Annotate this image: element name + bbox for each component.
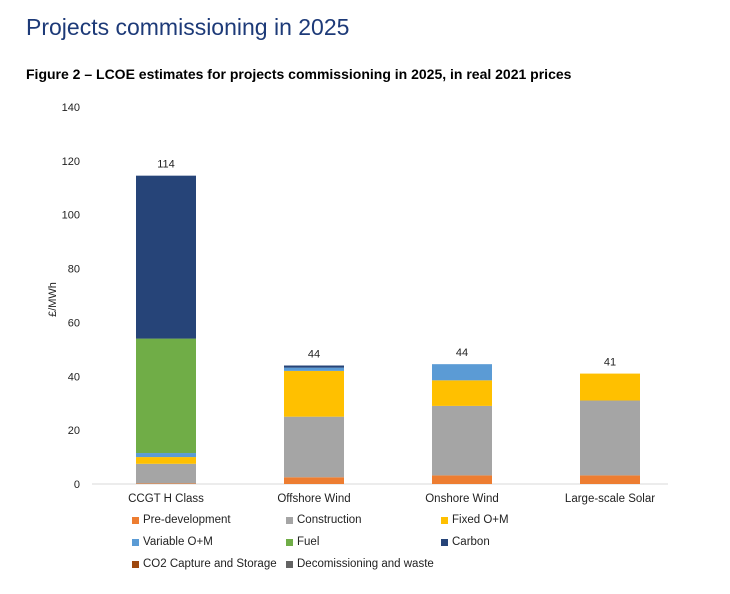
bar-segment bbox=[284, 370, 344, 417]
bar-segment bbox=[432, 364, 492, 381]
bar-segment bbox=[136, 483, 196, 484]
bar-segments bbox=[136, 175, 640, 484]
bar-total-label: 114 bbox=[157, 159, 175, 171]
x-tick-label: CCGT H Class bbox=[128, 493, 204, 505]
bar-segment bbox=[284, 367, 344, 371]
page-heading: Projects commissioning in 2025 bbox=[26, 14, 350, 40]
y-axis-label: £/MWh bbox=[47, 282, 59, 317]
bar-total-label: 44 bbox=[308, 349, 320, 361]
legend-swatch bbox=[286, 560, 293, 568]
legend-item: Fixed O+M bbox=[441, 514, 509, 526]
y-tick-label: 40 bbox=[68, 371, 80, 383]
bar-segment bbox=[136, 175, 196, 339]
legend-label: CO2 Capture and Storage bbox=[143, 558, 277, 570]
legend-swatch bbox=[286, 538, 293, 546]
legend-label: Fuel bbox=[297, 536, 320, 548]
legend-label: Variable O+M bbox=[143, 536, 213, 548]
legend-item: Construction bbox=[286, 514, 362, 526]
legend-item: Pre-development bbox=[132, 514, 231, 526]
bar-segment bbox=[580, 475, 640, 484]
bar-segment bbox=[580, 373, 640, 401]
y-tick-label: 20 bbox=[68, 425, 80, 437]
legend-label: Carbon bbox=[452, 536, 490, 548]
y-tick-label: 0 bbox=[74, 479, 80, 491]
bar-total-label: 41 bbox=[604, 357, 616, 369]
y-tick-label: 80 bbox=[68, 264, 80, 276]
legend-swatch bbox=[441, 538, 448, 546]
legend-swatch bbox=[132, 560, 139, 568]
bar-segment bbox=[432, 380, 492, 406]
legend-item: Variable O+M bbox=[132, 536, 213, 548]
y-tick-label: 100 bbox=[62, 210, 80, 222]
figure-caption: Figure 2 – LCOE estimates for projects c… bbox=[26, 66, 572, 82]
bar-segment bbox=[432, 405, 492, 476]
bar-segment bbox=[136, 463, 196, 484]
bar-segment bbox=[136, 453, 196, 458]
y-tick-label: 60 bbox=[68, 317, 80, 329]
bar-segment bbox=[580, 400, 640, 476]
legend-label: Pre-development bbox=[143, 514, 231, 526]
legend-swatch bbox=[132, 538, 139, 546]
y-tick-label: 120 bbox=[62, 156, 80, 168]
x-tick-label: Offshore Wind bbox=[277, 493, 350, 505]
total-labels: 114 44 44 41 bbox=[157, 159, 616, 369]
bar-segment bbox=[284, 365, 344, 368]
legend-label: Decomissioning and waste bbox=[297, 558, 434, 570]
bar-segment bbox=[136, 457, 196, 464]
legend-swatch bbox=[132, 516, 139, 524]
x-tick-label: Onshore Wind bbox=[425, 493, 499, 505]
legend-item: Fuel bbox=[286, 536, 319, 548]
bar-segment bbox=[284, 416, 344, 478]
bar-segment bbox=[432, 475, 492, 484]
bar-segment bbox=[284, 477, 344, 484]
legend-swatch bbox=[286, 516, 293, 524]
bar-segment bbox=[136, 338, 196, 454]
bar-total-label: 44 bbox=[456, 347, 468, 359]
legend-swatch bbox=[441, 516, 448, 524]
legend-item: CO2 Capture and Storage bbox=[132, 558, 277, 570]
y-tick-label: 140 bbox=[62, 102, 80, 114]
y-axis: 0 20 40 60 80 100 120 140 £/MWh bbox=[47, 102, 80, 491]
legend-label: Construction bbox=[297, 514, 362, 526]
x-tick-label: Large-scale Solar bbox=[565, 493, 655, 505]
legend-item: Decomissioning and waste bbox=[286, 558, 434, 570]
x-axis: CCGT H Class Offshore Wind Onshore Wind Lar… bbox=[92, 483, 668, 505]
legend-item: Carbon bbox=[441, 536, 490, 548]
legend-label: Fixed O+M bbox=[452, 514, 509, 526]
